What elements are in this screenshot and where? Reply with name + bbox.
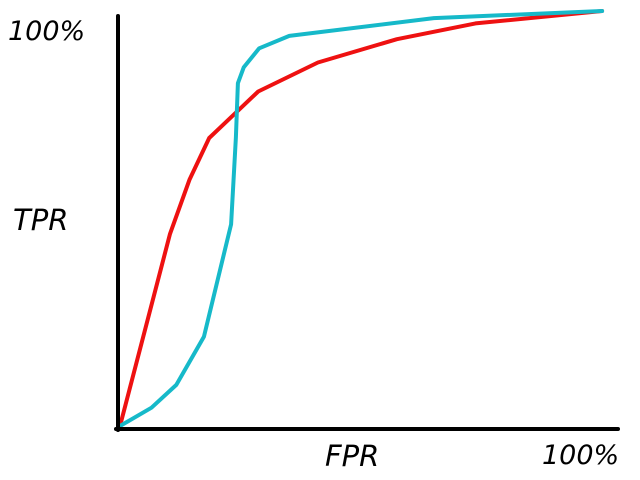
plot-lines	[118, 9, 605, 428]
y-tick-max-label: 100%	[8, 16, 85, 47]
series-line-2	[118, 9, 605, 428]
series-line-1	[118, 9, 605, 428]
x-axis-label: FPR	[325, 439, 379, 473]
y-axis-label: TPR	[13, 203, 68, 237]
x-tick-max-label: 100%	[542, 440, 619, 471]
